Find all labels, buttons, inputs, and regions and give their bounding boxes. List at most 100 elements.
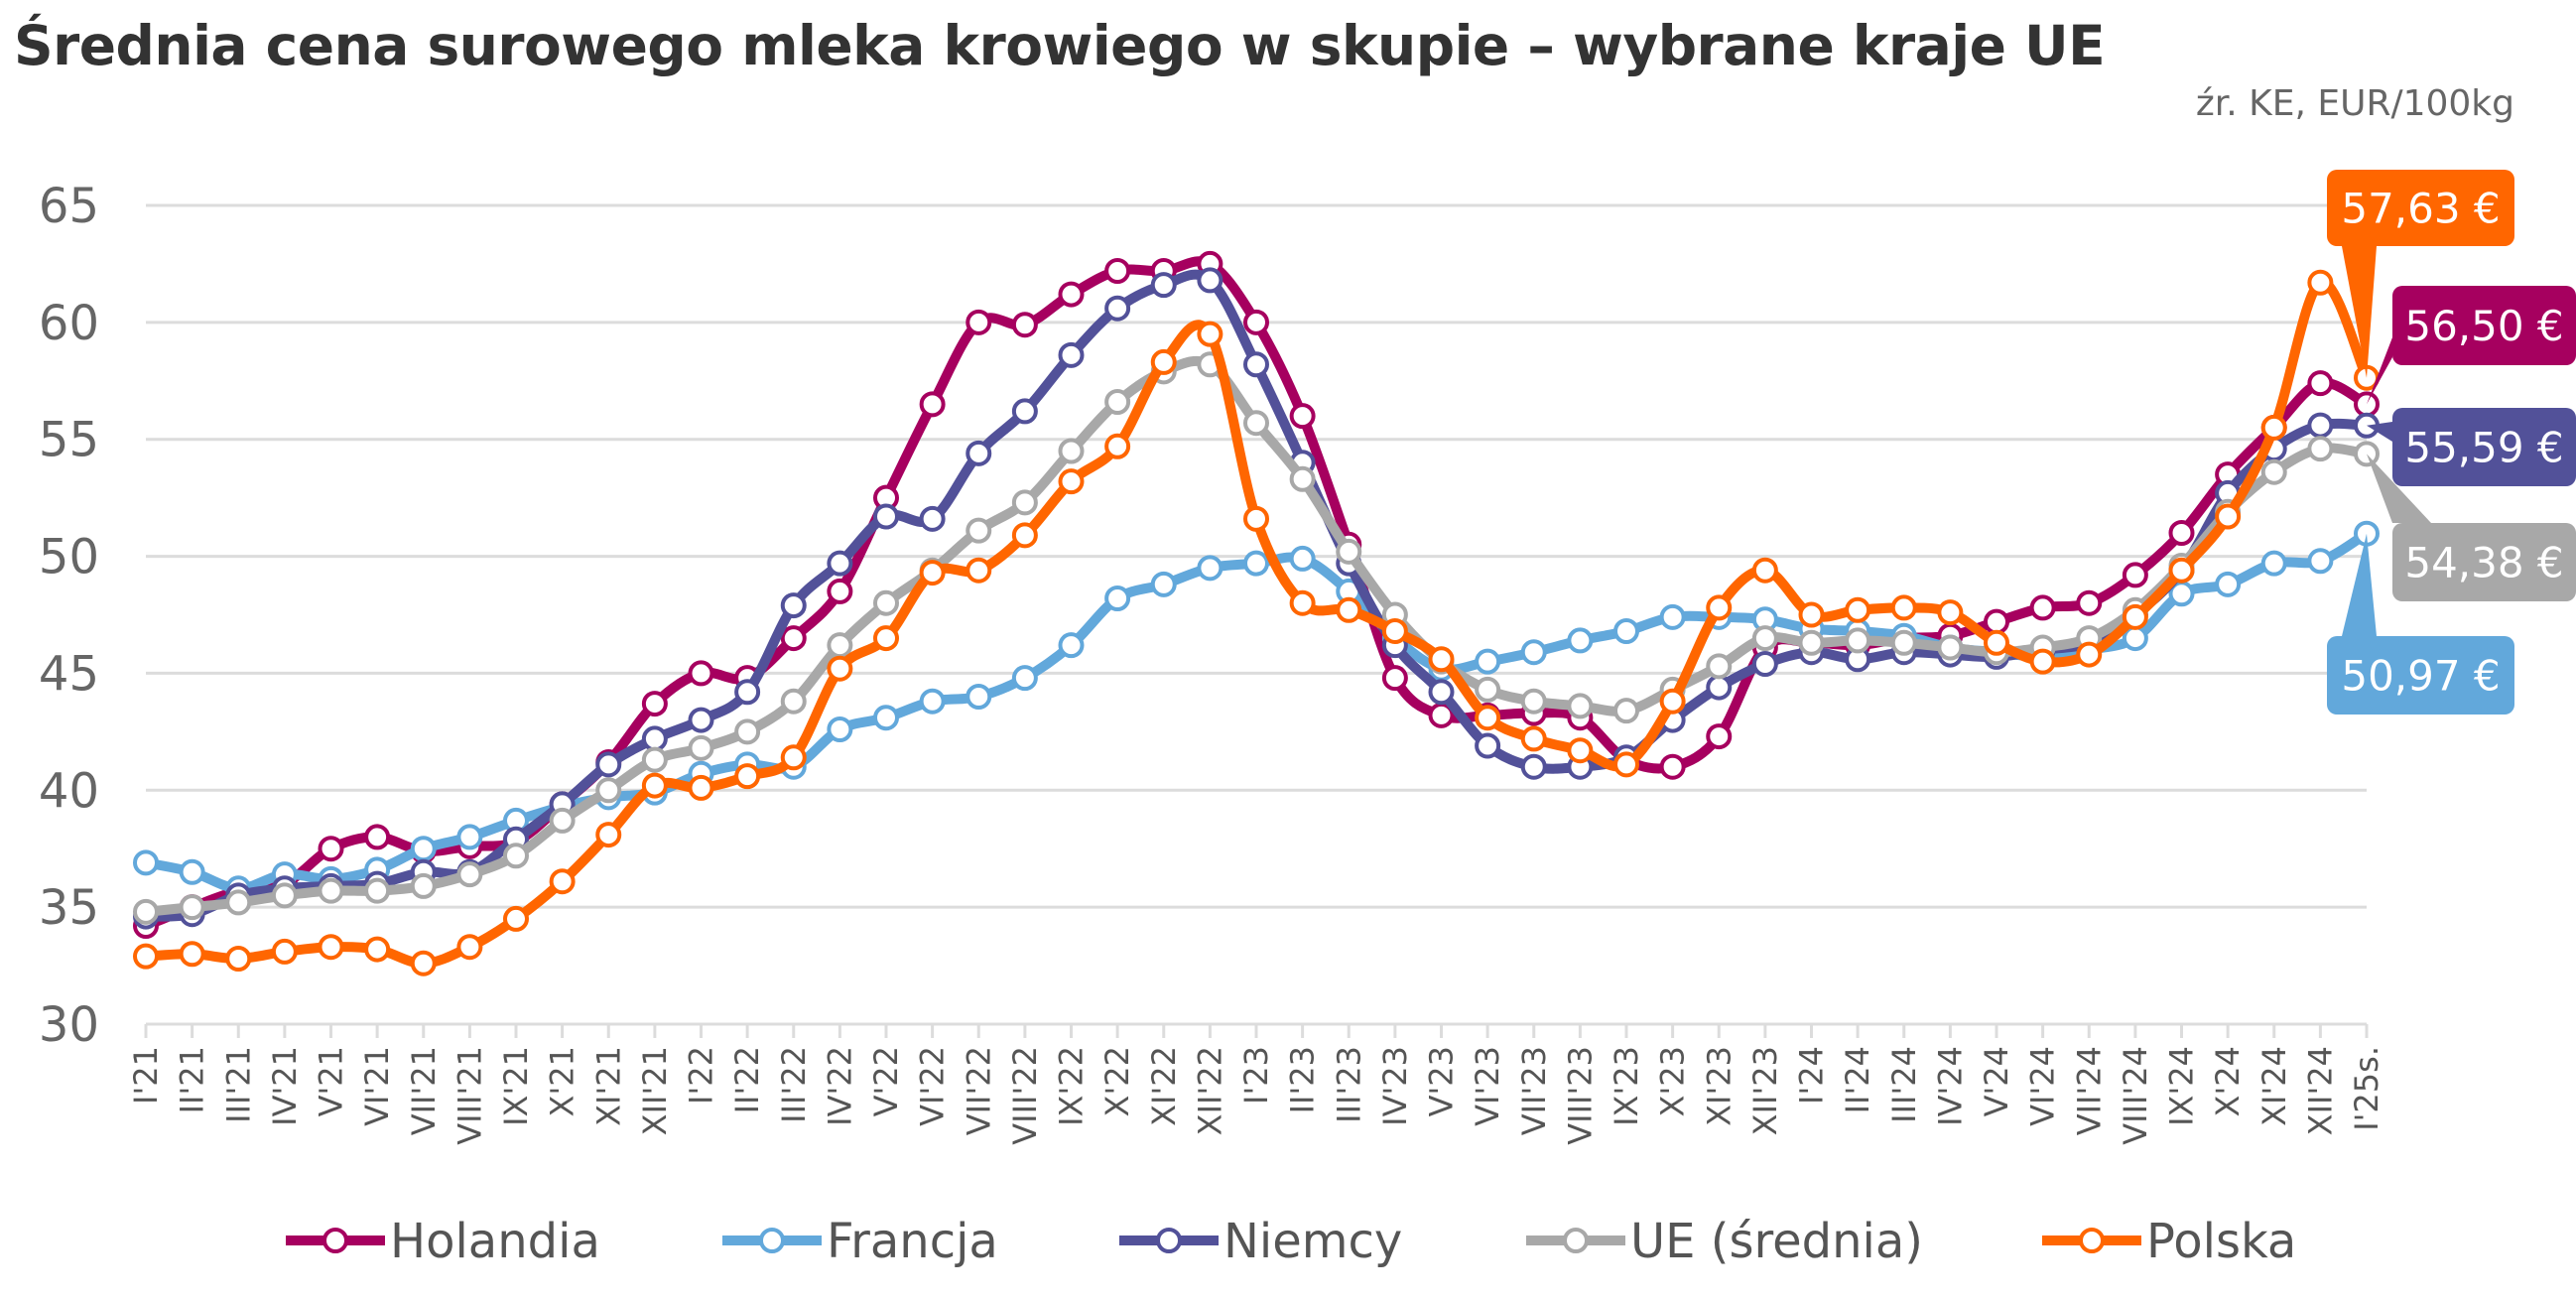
x-tick-label: IV'23 bbox=[1376, 1046, 1414, 1126]
x-tick-label: VIII'24 bbox=[2117, 1046, 2154, 1145]
data-point-niemcy bbox=[1751, 651, 1778, 677]
x-tick-label: XI'21 bbox=[589, 1046, 627, 1126]
data-point-ue-rednia bbox=[1336, 538, 1362, 565]
x-tick-label: XI'23 bbox=[1700, 1046, 1738, 1126]
data-point-niemcy bbox=[919, 505, 946, 532]
data-point-niemcy bbox=[1706, 674, 1733, 701]
data-point-polska bbox=[1289, 589, 1316, 616]
data-point-polska bbox=[1937, 599, 1964, 626]
legend-marker bbox=[322, 1228, 348, 1253]
data-point-holandia bbox=[364, 824, 391, 850]
data-point-francja bbox=[179, 858, 205, 885]
callout-value-label: 55,59 € bbox=[2404, 424, 2563, 472]
data-point-polska bbox=[318, 934, 344, 961]
callout-value-label: 50,97 € bbox=[2341, 652, 2500, 701]
data-point-ue-rednia bbox=[688, 734, 714, 761]
chart-source: źr. KE, EUR/100kg bbox=[2195, 83, 2514, 124]
data-point-ue-rednia bbox=[549, 807, 576, 834]
data-point-niemcy bbox=[1243, 351, 1269, 378]
data-point-polska bbox=[1381, 618, 1408, 644]
x-tick-label: III'21 bbox=[219, 1046, 257, 1123]
data-point-ue-rednia bbox=[1058, 438, 1085, 464]
callout-pointer bbox=[2367, 422, 2392, 442]
data-point-niemcy bbox=[595, 751, 622, 778]
x-tick-label: III'24 bbox=[1885, 1046, 1923, 1123]
data-point-holandia bbox=[318, 836, 344, 862]
callout-pointer bbox=[2367, 337, 2392, 405]
data-point-ue-rednia bbox=[2307, 436, 2334, 462]
x-tick-label: V'22 bbox=[867, 1046, 905, 1116]
x-tick-label: IX'24 bbox=[2163, 1046, 2201, 1126]
x-tick-label: VIII'23 bbox=[1561, 1046, 1599, 1145]
data-point-francja bbox=[1659, 603, 1686, 630]
x-tick-label: XII'23 bbox=[1746, 1046, 1784, 1135]
y-tick-label: 50 bbox=[39, 530, 99, 585]
data-point-francja bbox=[1613, 618, 1639, 644]
data-point-ue-rednia bbox=[1104, 389, 1131, 415]
data-point-polska bbox=[410, 950, 437, 976]
data-point-polska bbox=[1751, 557, 1778, 584]
data-point-holandia bbox=[780, 625, 807, 652]
data-point-holandia bbox=[2307, 370, 2334, 397]
x-tick-label: XII'24 bbox=[2301, 1046, 2339, 1135]
data-point-polska bbox=[734, 763, 761, 790]
x-tick-label: VII'23 bbox=[1515, 1046, 1553, 1135]
x-tick-label: I'23 bbox=[1237, 1046, 1275, 1105]
x-tick-label: I'22 bbox=[683, 1046, 720, 1105]
x-tick-label: VI'22 bbox=[914, 1046, 952, 1126]
x-tick-label: VI'23 bbox=[1469, 1046, 1506, 1126]
x-tick-label: II'24 bbox=[1839, 1046, 1876, 1113]
data-point-polska bbox=[1567, 737, 1594, 764]
data-point-niemcy bbox=[2307, 412, 2334, 439]
legend-marker bbox=[2079, 1228, 2105, 1253]
data-point-holandia bbox=[1659, 753, 1686, 780]
data-point-polska bbox=[1243, 505, 1269, 532]
data-point-ue-rednia bbox=[2260, 458, 2287, 485]
data-point-polska bbox=[688, 774, 714, 801]
data-point-polska bbox=[1659, 688, 1686, 715]
data-point-ue-rednia bbox=[503, 843, 529, 869]
data-point-ue-rednia bbox=[1289, 465, 1316, 492]
data-point-polska bbox=[1890, 594, 1917, 621]
data-point-francja bbox=[410, 836, 437, 862]
legend-label: Niemcy bbox=[1224, 1214, 1402, 1269]
data-point-holandia bbox=[1011, 312, 1038, 338]
callout-pointer bbox=[2342, 533, 2377, 636]
data-point-holandia bbox=[1289, 403, 1316, 430]
data-point-holandia bbox=[919, 391, 946, 418]
legend-label: Polska bbox=[2146, 1214, 2296, 1269]
data-point-polska bbox=[1798, 601, 1825, 628]
data-point-polska bbox=[595, 822, 622, 848]
data-point-polska bbox=[549, 868, 576, 895]
y-tick-label: 55 bbox=[39, 413, 99, 468]
data-point-ue-rednia bbox=[410, 872, 437, 899]
data-point-niemcy bbox=[641, 725, 668, 752]
data-point-polska bbox=[364, 936, 391, 963]
data-point-francja bbox=[1058, 632, 1085, 659]
data-point-ue-rednia bbox=[1798, 629, 1825, 656]
data-point-niemcy bbox=[1150, 272, 1177, 299]
callout-box bbox=[2392, 408, 2576, 486]
x-tick-label: VI'24 bbox=[2024, 1046, 2062, 1126]
x-tick-label: VIII'22 bbox=[1006, 1046, 1044, 1145]
data-point-holandia bbox=[1104, 258, 1131, 284]
x-tick-label: X'23 bbox=[1654, 1046, 1692, 1116]
data-point-francja bbox=[919, 688, 946, 715]
data-point-francja bbox=[2215, 571, 2242, 597]
data-point-ue-rednia bbox=[1475, 676, 1501, 703]
callout-value-label: 54,38 € bbox=[2404, 539, 2563, 587]
data-point-ue-rednia bbox=[1011, 489, 1038, 516]
data-point-polska bbox=[271, 938, 298, 965]
y-tick-label: 45 bbox=[39, 646, 99, 702]
x-tick-label: XI'22 bbox=[1145, 1046, 1183, 1126]
data-point-polska bbox=[1706, 594, 1733, 621]
data-point-francja bbox=[1289, 545, 1316, 572]
x-tick-label: III'23 bbox=[1330, 1046, 1367, 1123]
data-point-francja bbox=[456, 824, 483, 850]
data-point-polska bbox=[827, 655, 853, 682]
data-point-holandia bbox=[1984, 608, 2009, 635]
data-point-francja bbox=[1520, 639, 1547, 666]
data-point-ue-rednia bbox=[1706, 653, 1733, 680]
data-point-polska bbox=[1197, 321, 1224, 347]
data-point-ue-rednia bbox=[456, 861, 483, 888]
